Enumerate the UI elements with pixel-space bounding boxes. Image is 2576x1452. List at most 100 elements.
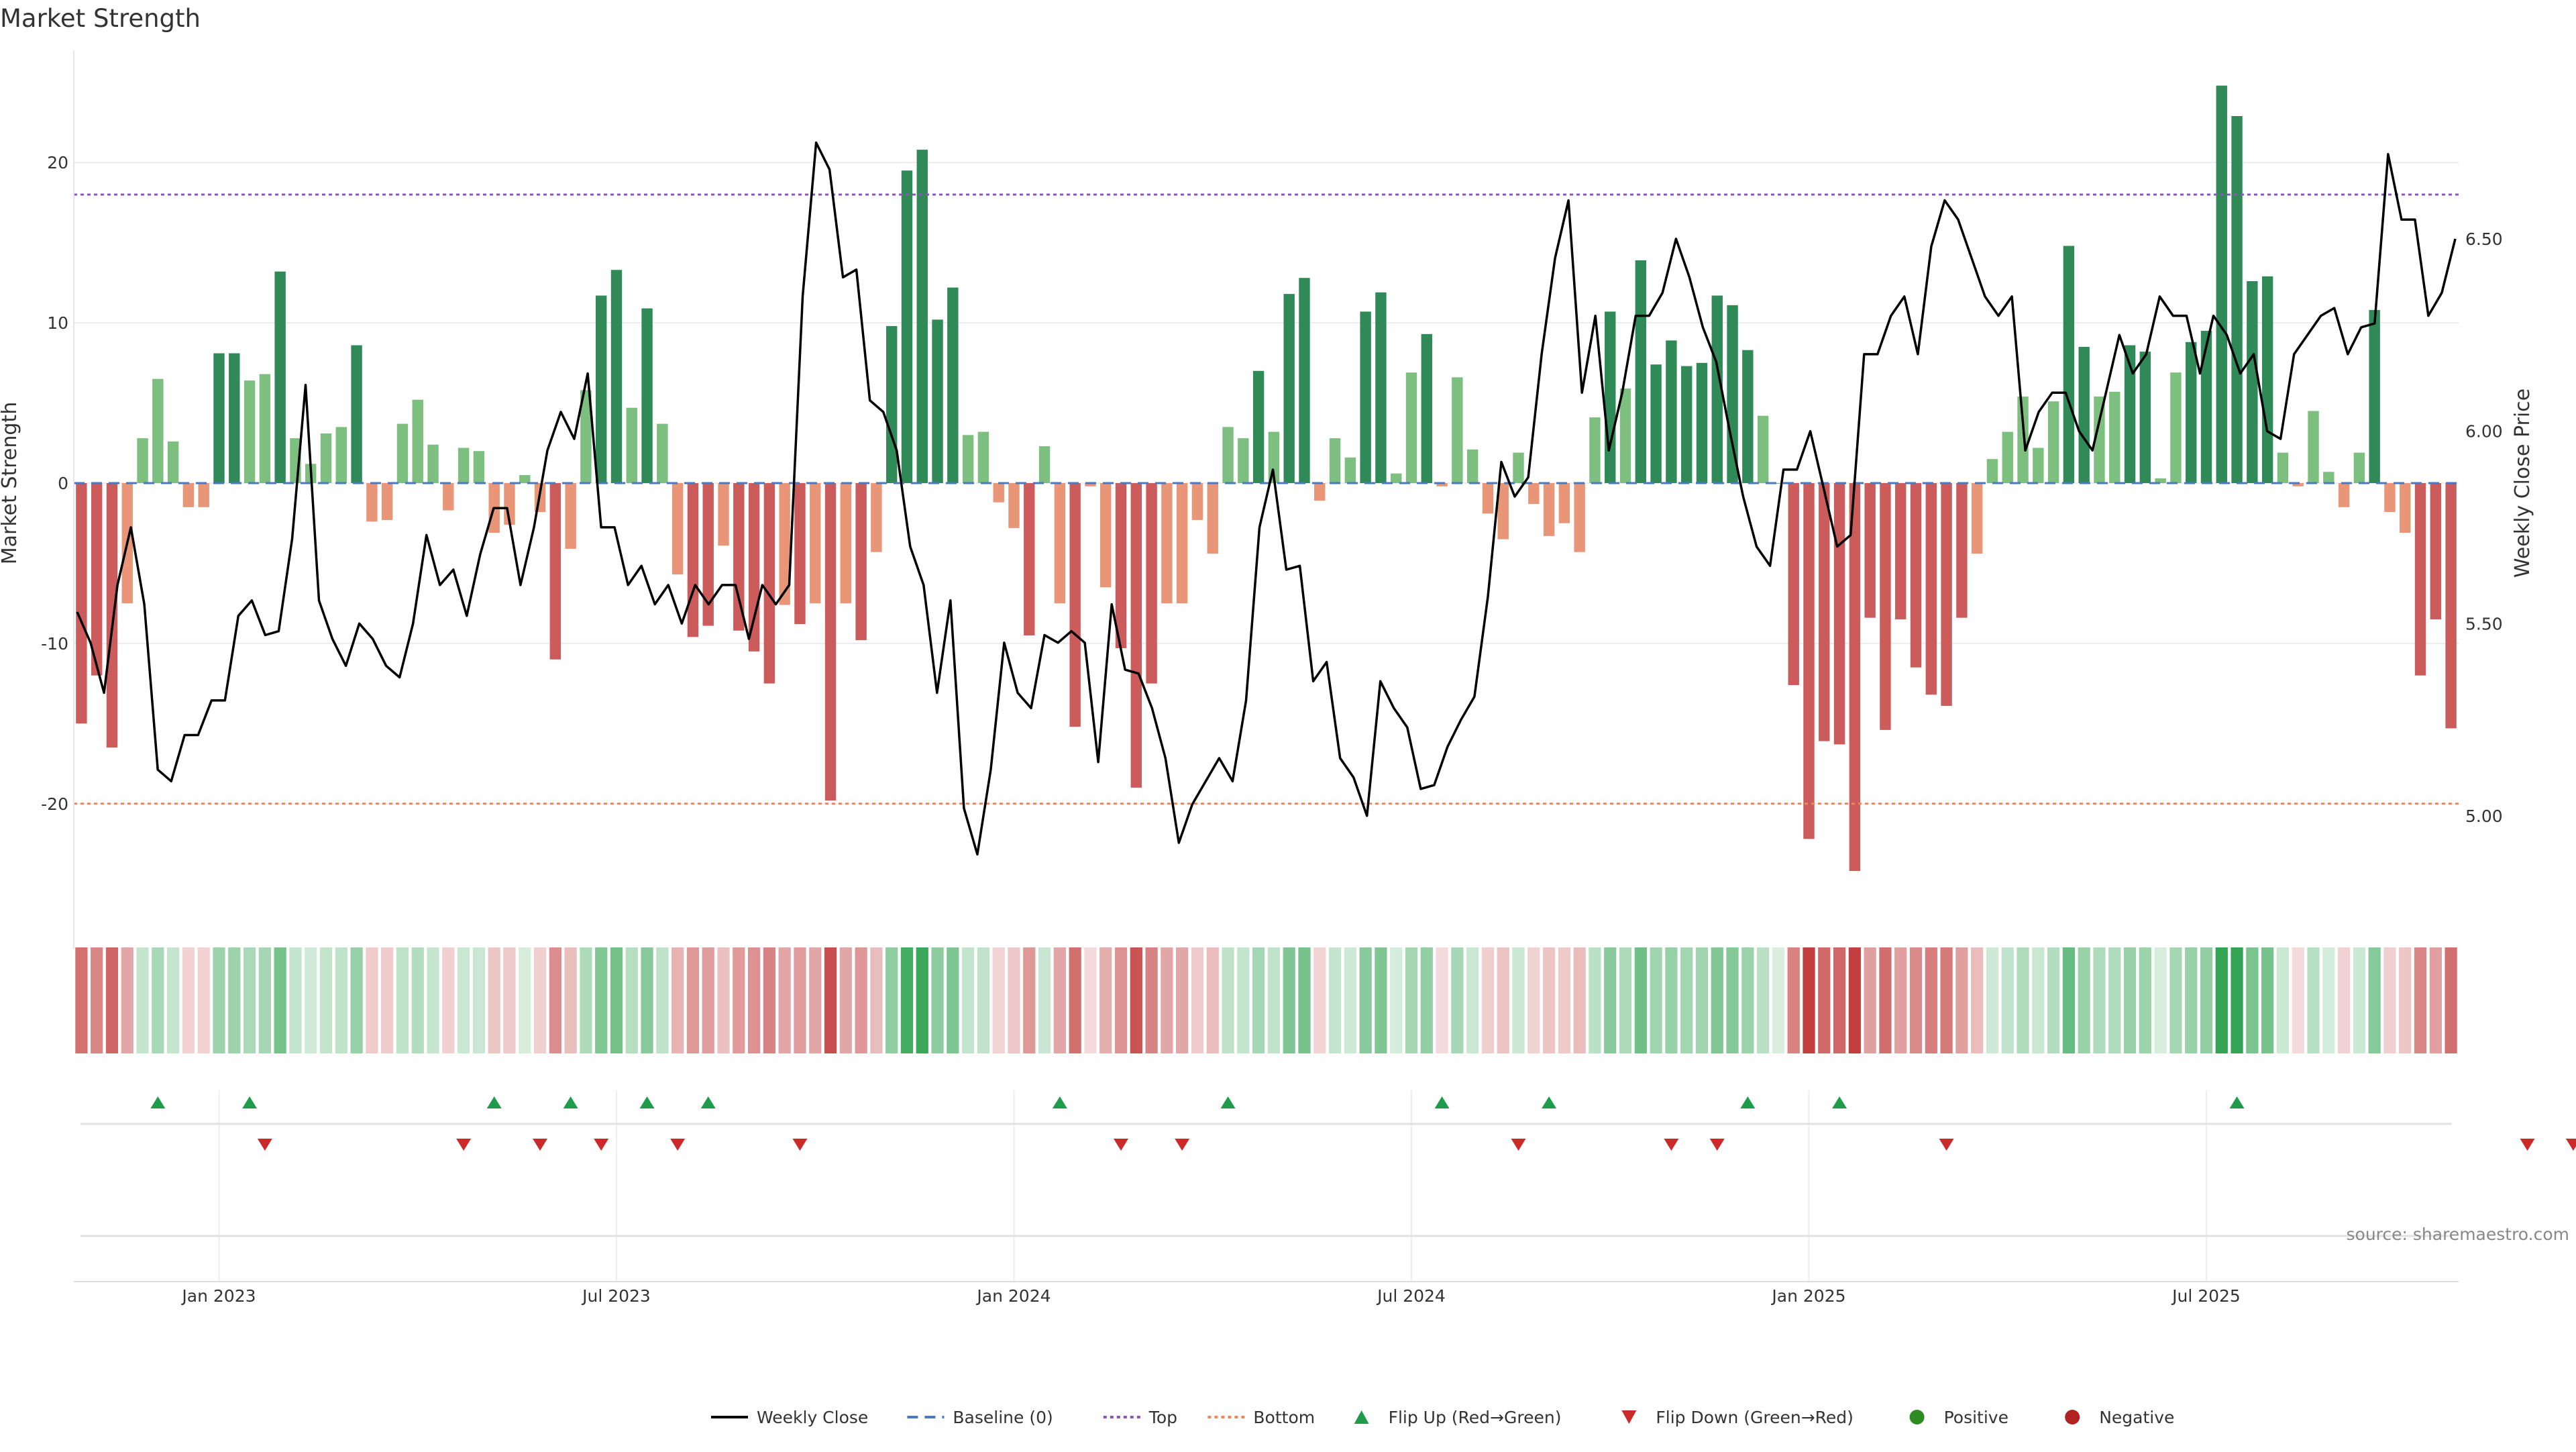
strength-bar <box>2002 431 2013 483</box>
heat-cell <box>1665 947 1678 1053</box>
heat-cell <box>2445 947 2457 1053</box>
heat-cell <box>839 947 852 1053</box>
heat-cell <box>1955 947 1968 1053</box>
strength-bar <box>1635 260 1647 483</box>
heat-cell <box>305 947 317 1053</box>
strength-bar <box>1742 350 1754 483</box>
flip-down-marker <box>257 1139 272 1151</box>
heat-cell <box>1971 947 1984 1053</box>
heat-cell <box>2429 947 2442 1053</box>
heat-cell <box>1375 947 1387 1053</box>
heat-cell <box>733 947 745 1053</box>
strength-bar <box>2094 397 2105 483</box>
strength-bar <box>641 308 653 483</box>
strength-bar <box>1360 311 1371 483</box>
heat-cell <box>2093 947 2106 1053</box>
heat-cell <box>1466 947 1479 1053</box>
heat-cell <box>1604 947 1617 1053</box>
strength-bar <box>2109 391 2121 483</box>
strength-bar <box>1130 483 1142 788</box>
strength-bar <box>1176 483 1188 604</box>
heat-cell <box>2032 947 2045 1053</box>
strength-bar <box>1452 377 1463 483</box>
heat-cell <box>1176 947 1189 1053</box>
y2-tick-label: 5.00 <box>2465 807 2503 826</box>
strength-bar <box>580 390 592 483</box>
flip-up-marker <box>1832 1096 1847 1108</box>
strength-bar <box>1222 427 1234 483</box>
strength-bar <box>1543 483 1555 536</box>
heat-cell <box>1909 947 1923 1053</box>
heat-cell <box>992 947 1005 1053</box>
flip-down-marker <box>670 1139 686 1151</box>
heat-cell <box>1436 947 1448 1053</box>
strength-bar <box>2017 397 2029 483</box>
heat-cell <box>503 947 516 1053</box>
strength-bar <box>320 433 332 483</box>
heat-cell <box>1512 947 1525 1053</box>
heat-cell <box>1650 947 1662 1053</box>
strength-bar <box>1941 483 1952 707</box>
strength-bar <box>1100 483 1112 588</box>
heat-cell <box>1023 947 1036 1053</box>
heat-cell <box>1558 947 1570 1053</box>
strength-bar <box>1238 438 1249 483</box>
strength-bar <box>1436 483 1448 486</box>
heat-cell <box>1542 947 1556 1053</box>
heat-cell <box>1940 947 1953 1053</box>
heat-cell <box>1711 947 1723 1053</box>
strength-bar <box>1146 483 1157 684</box>
heat-cell <box>228 947 241 1053</box>
heat-cell <box>2414 947 2427 1053</box>
strength-bar <box>779 483 790 605</box>
strength-bar <box>1803 483 1815 839</box>
heat-cell <box>2322 947 2335 1053</box>
strength-bar <box>244 380 256 483</box>
strength-bar <box>152 378 164 483</box>
strength-bar <box>76 483 87 724</box>
y2-tick-label: 6.50 <box>2465 229 2503 249</box>
strength-bar <box>916 150 928 483</box>
strength-bar <box>1696 362 1708 483</box>
heat-cell <box>2200 947 2213 1053</box>
heat-cell <box>916 947 928 1053</box>
heat-cell <box>686 947 700 1053</box>
flip-up-marker <box>1052 1096 1067 1108</box>
flip-up-marker <box>1434 1096 1450 1108</box>
heat-cell <box>931 947 944 1053</box>
heat-cell <box>763 947 775 1053</box>
heat-cell <box>672 947 684 1053</box>
heat-cell <box>1925 947 1937 1053</box>
flip-markers <box>150 1096 2576 1151</box>
flip-up-marker <box>242 1096 258 1108</box>
heat-cell <box>1803 947 1815 1053</box>
strength-bar <box>2445 483 2457 729</box>
heat-cell <box>91 947 103 1053</box>
strength-bar <box>1024 483 1035 635</box>
heat-cell <box>1481 947 1495 1053</box>
strength-bar <box>1344 457 1356 483</box>
strength-bar <box>2063 246 2075 483</box>
strength-bar <box>2047 401 2059 483</box>
legend-label: Negative <box>2099 1408 2174 1427</box>
strength-bar <box>2292 483 2304 486</box>
heat-cell <box>1864 947 1876 1053</box>
grid-layer <box>74 162 2459 1282</box>
heat-cell <box>1099 947 1112 1053</box>
legend-item: Bottom <box>1208 1408 1315 1427</box>
strength-bar <box>274 271 286 483</box>
heat-cell <box>1328 947 1342 1053</box>
legend-swatch <box>1354 1410 1369 1424</box>
flip-up-marker <box>150 1096 166 1108</box>
flip-up-marker <box>486 1096 502 1108</box>
strength-bar <box>794 483 806 625</box>
strength-bar <box>1711 295 1723 483</box>
heat-cell <box>900 947 914 1053</box>
heat-cell <box>121 947 133 1053</box>
heat-cell <box>1726 947 1739 1053</box>
weekly-close-line <box>76 141 2457 856</box>
strength-bar <box>2338 483 2350 507</box>
heat-cell <box>258 947 271 1053</box>
strength-bar <box>1085 483 1096 486</box>
strength-bar <box>1727 305 1738 483</box>
